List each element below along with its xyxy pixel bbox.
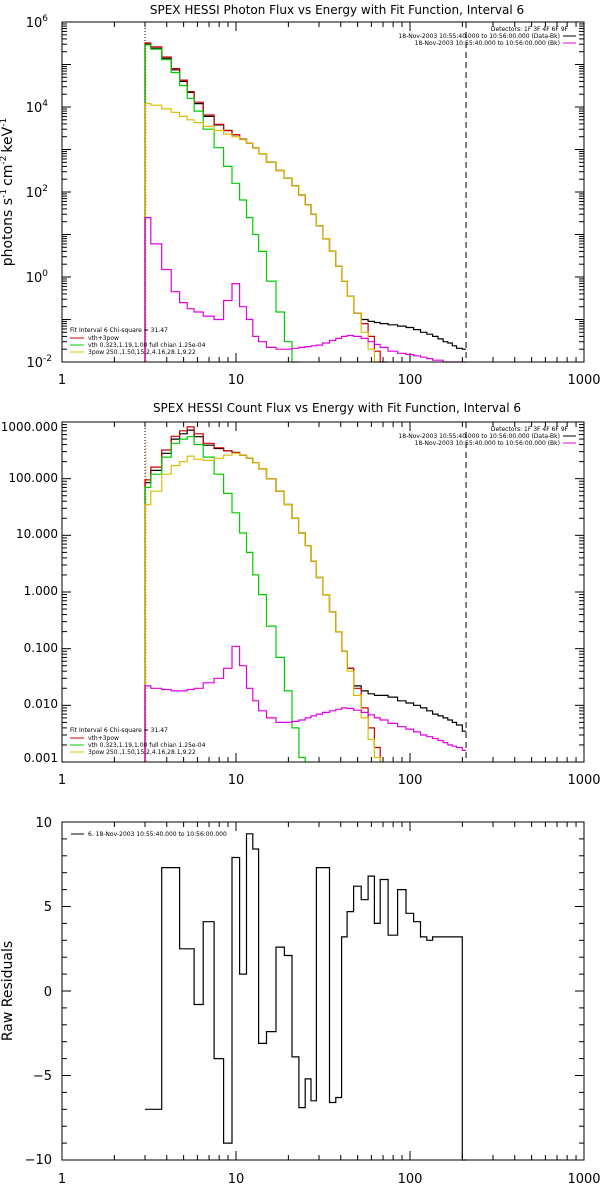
x-tick-label: 1 xyxy=(58,773,66,788)
y-tick-label: −5 xyxy=(33,1069,52,1084)
residuals-xticks: 1 10 100 1000 xyxy=(58,1172,600,1187)
thermal-model-line xyxy=(144,436,306,762)
x-tick-label: 1 xyxy=(58,1172,66,1187)
x-tick-label: 1 xyxy=(58,373,66,388)
x-tick-label: 1000 xyxy=(567,773,600,788)
legend-3pow: 3pow 250.,1.50,15.2,4.16,28.1,9.22 xyxy=(88,749,196,756)
x-tick-label: 10 xyxy=(228,373,245,388)
count-flux-frame xyxy=(61,421,585,763)
y-tick-label: 10 xyxy=(35,816,52,831)
legend-fit-interval: Fit Interval 6 Chi-square = 31.47 xyxy=(70,727,168,734)
count-flux-yticks: 1000.000 100.000 10.000 1.000 0.100 0.01… xyxy=(1,420,58,765)
y-tick-label: 10.000 xyxy=(16,527,58,541)
data-line xyxy=(144,429,467,762)
legend-detectors: Detectors: 1F 3F 4F 6F 9F xyxy=(491,426,569,433)
residuals-legend: 6. 18-Nov-2003 10:55:40.000 to 10:56:00.… xyxy=(88,831,227,838)
y-tick-label: 0.001 xyxy=(24,751,58,765)
residuals-frame xyxy=(61,821,585,1161)
x-tick-marks xyxy=(61,822,585,1160)
y-tick-label: 0.100 xyxy=(24,641,58,655)
photon-flux-legend-left: Fit Interval 6 Chi-square = 31.47 vth+3p… xyxy=(70,327,206,356)
x-tick-label: 10 xyxy=(228,1172,245,1187)
y-tick-label: 10-2 xyxy=(26,354,52,371)
x-tick-label: 10 xyxy=(228,773,245,788)
photon-flux-plot-area xyxy=(61,22,585,363)
y-tick-marks xyxy=(62,821,584,1161)
legend-bk: 18-Nov-2003 10:55:40.000 to 10:56:00.000… xyxy=(415,440,560,447)
residuals-yticks: 10 5 0 −5 −10 xyxy=(25,816,52,1168)
y-tick-label: 104 xyxy=(26,99,49,116)
count-flux-panel: SPEX HESSI Count Flux vs Energy with Fit… xyxy=(1,401,600,788)
photon-flux-frame xyxy=(61,21,585,363)
count-flux-title: SPEX HESSI Count Flux vs Energy with Fit… xyxy=(153,401,521,415)
x-tick-label: 100 xyxy=(398,1172,423,1187)
legend-3pow: 3pow 250.,1.50,15.2,4.16,28.1,9.22 xyxy=(88,349,196,356)
photon-flux-panel: SPEX HESSI Photon Flux vs Energy with Fi… xyxy=(0,3,600,388)
legend-data-bk: 18-Nov-2003 10:55:40.000 to 10:56:00.000… xyxy=(398,433,560,440)
y-tick-label: 100 xyxy=(26,269,49,286)
legend-data-bk: 18-Nov-2003 10:55:40.000 to 10:56:00.000… xyxy=(398,33,560,40)
y-tick-label: −10 xyxy=(25,1153,52,1168)
photon-flux-yticks: 106 104 102 100 10-2 xyxy=(26,14,52,371)
photon-flux-title: SPEX HESSI Photon Flux vs Energy with Fi… xyxy=(150,3,524,17)
y-tick-label: 1000.000 xyxy=(1,420,58,434)
photon-flux-ylabel: photons s-1cm-2keV-1 xyxy=(0,118,16,266)
data-line xyxy=(145,833,467,1161)
y-tick-label: 106 xyxy=(26,14,49,31)
x-tick-marks xyxy=(61,22,585,362)
y-tick-label: 100.000 xyxy=(8,471,58,485)
y-tick-marks xyxy=(62,23,584,363)
legend-total: vth+3pow xyxy=(88,735,119,742)
count-flux-legend-left: Fit Interval 6 Chi-square = 31.47 vth+3p… xyxy=(70,727,206,756)
powerlaw-model-line xyxy=(144,103,381,363)
y-tick-label: 0 xyxy=(44,985,52,1000)
total-model-line xyxy=(144,42,389,363)
thermal-model-line xyxy=(144,44,299,363)
photon-flux-xticks: 1 10 100 1000 xyxy=(58,373,600,388)
legend-vth: vth 0.323,1.19,1.00 full chian 1.25e-04 xyxy=(88,342,206,349)
legend-total: vth+3pow xyxy=(88,335,119,342)
count-flux-legend-right: Detectors: 1F 3F 4F 6F 9F 18-Nov-2003 10… xyxy=(398,426,576,447)
x-tick-label: 100 xyxy=(398,373,423,388)
background-line xyxy=(144,645,467,762)
residuals-plot-area xyxy=(61,821,585,1161)
legend-bk: 18-Nov-2003 10:55:40.000 to 10:56:00.000… xyxy=(415,40,560,47)
x-tick-label: 1000 xyxy=(567,373,600,388)
x-tick-label: 1000 xyxy=(567,1172,600,1187)
y-tick-label: 102 xyxy=(26,184,48,201)
count-flux-plot-area xyxy=(61,422,585,763)
powerlaw-model-line xyxy=(144,452,381,762)
legend-detectors: Detectors: 1F 3F 4F 6F 9F xyxy=(491,26,569,33)
photon-flux-legend-right: Detectors: 1F 3F 4F 6F 9F 18-Nov-2003 10… xyxy=(398,26,576,47)
y-tick-label: 1.000 xyxy=(24,584,58,598)
count-flux-xticks: 1 10 100 1000 xyxy=(58,773,600,788)
residuals-ylabel: Raw Residuals xyxy=(0,941,16,1041)
background-line xyxy=(144,217,467,363)
legend-fit-interval: Fit Interval 6 Chi-square = 31.47 xyxy=(70,327,168,334)
x-tick-label: 100 xyxy=(398,773,423,788)
y-tick-label: 5 xyxy=(44,900,52,915)
y-tick-label: 0.010 xyxy=(24,697,58,711)
legend-vth: vth 0.323,1.19,1.00 full chian 1.25e-04 xyxy=(88,742,206,749)
x-tick-marks xyxy=(61,422,585,762)
residuals-panel: 1 10 100 1000 10 5 0 −5 −10 Raw Residual… xyxy=(0,816,600,1187)
